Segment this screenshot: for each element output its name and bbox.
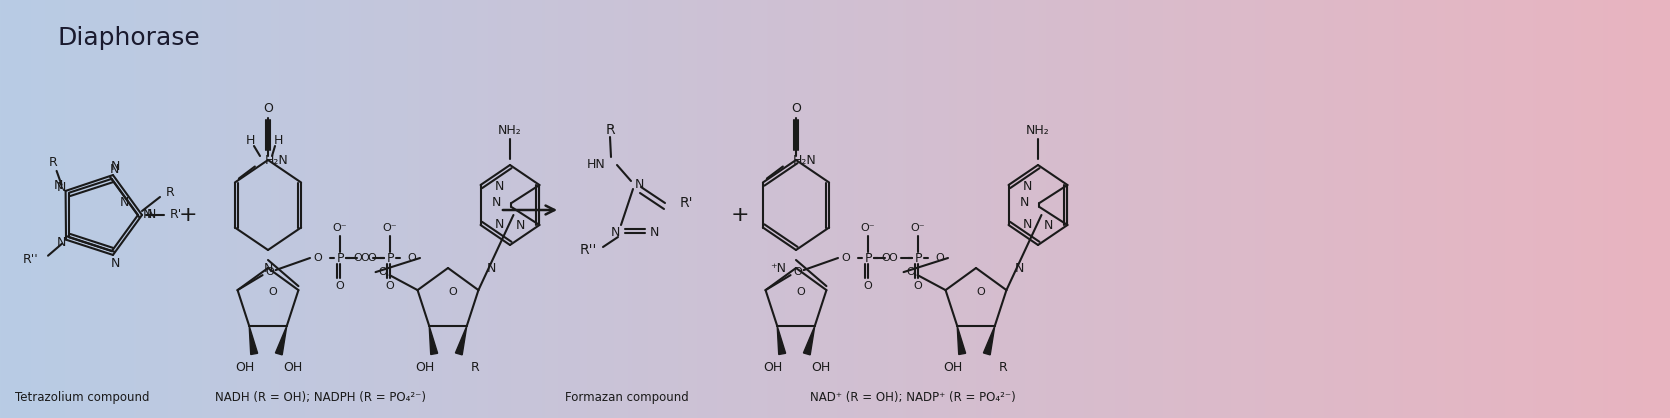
Text: N: N <box>650 227 660 240</box>
Text: OH: OH <box>284 362 302 375</box>
Text: P: P <box>336 252 344 265</box>
Text: N: N <box>144 209 152 222</box>
Polygon shape <box>957 326 965 354</box>
Text: R: R <box>605 123 615 137</box>
Text: R: R <box>48 156 58 169</box>
Text: O: O <box>314 253 322 263</box>
Text: OH: OH <box>812 362 830 375</box>
Text: HN: HN <box>586 158 605 171</box>
Text: O: O <box>793 267 802 277</box>
Text: O: O <box>882 253 890 263</box>
Polygon shape <box>984 326 995 355</box>
Text: H: H <box>245 133 256 146</box>
Text: P: P <box>865 252 872 265</box>
Text: P: P <box>386 252 394 265</box>
Text: N: N <box>1044 219 1054 232</box>
Text: N: N <box>635 178 645 191</box>
Text: +: + <box>731 205 750 225</box>
Text: NH₂: NH₂ <box>498 123 521 137</box>
Text: O: O <box>913 281 922 291</box>
Text: O⁻: O⁻ <box>332 223 347 233</box>
Text: O: O <box>935 253 944 263</box>
Text: N: N <box>1014 262 1024 275</box>
Text: N: N <box>516 219 526 232</box>
Text: N: N <box>1020 196 1029 209</box>
Text: N: N <box>110 163 119 176</box>
Text: O: O <box>264 102 272 115</box>
Text: +: + <box>179 205 197 225</box>
Text: O⁻: O⁻ <box>910 223 925 233</box>
Text: NADH (R = OH); NADPH (R = PO₄²⁻): NADH (R = OH); NADPH (R = PO₄²⁻) <box>215 392 426 405</box>
Polygon shape <box>777 326 785 354</box>
Text: N: N <box>494 219 504 232</box>
Text: NH₂: NH₂ <box>1025 123 1050 137</box>
Text: N: N <box>486 262 496 275</box>
Text: N: N <box>493 196 501 209</box>
Text: N: N <box>57 237 67 250</box>
Text: N: N <box>112 160 120 173</box>
Text: O: O <box>888 253 897 263</box>
Text: O: O <box>266 267 274 277</box>
Text: N: N <box>264 262 272 275</box>
Text: O: O <box>336 281 344 291</box>
Text: O: O <box>367 253 376 263</box>
Text: O: O <box>792 102 802 115</box>
Text: OH: OH <box>416 362 434 375</box>
Text: H₂N: H₂N <box>266 154 289 167</box>
Text: N: N <box>112 257 120 270</box>
Text: OH: OH <box>235 362 256 375</box>
Text: O: O <box>907 267 915 277</box>
Text: R': R' <box>680 196 693 210</box>
Text: O⁻: O⁻ <box>860 223 875 233</box>
Text: O: O <box>863 281 872 291</box>
Text: O: O <box>361 253 369 263</box>
Text: R': R' <box>170 209 182 222</box>
Text: N: N <box>147 209 155 222</box>
Text: O: O <box>797 287 805 297</box>
Text: N: N <box>494 181 504 194</box>
Text: R: R <box>471 362 479 375</box>
Polygon shape <box>456 326 468 355</box>
Text: O: O <box>377 267 387 277</box>
Text: O: O <box>354 253 362 263</box>
Text: Diaphorase: Diaphorase <box>58 26 200 50</box>
Text: O: O <box>407 253 416 263</box>
Text: O: O <box>269 287 277 297</box>
Text: N: N <box>611 227 620 240</box>
Text: R: R <box>165 186 175 199</box>
Text: R: R <box>999 362 1007 375</box>
Text: H: H <box>274 133 282 146</box>
Text: O: O <box>842 253 850 263</box>
Text: OH: OH <box>763 362 783 375</box>
Text: P: P <box>913 252 922 265</box>
Text: R'': R'' <box>579 243 596 257</box>
Polygon shape <box>429 326 438 354</box>
Text: Tetrazolium compound: Tetrazolium compound <box>15 392 150 405</box>
Polygon shape <box>276 326 287 355</box>
Text: N: N <box>53 179 63 192</box>
Polygon shape <box>249 326 257 354</box>
Text: Formazan compound: Formazan compound <box>564 392 688 405</box>
Text: ⁺N: ⁺N <box>770 262 787 275</box>
Text: O⁻: O⁻ <box>382 223 397 233</box>
Text: NAD⁺ (R = OH); NADP⁺ (R = PO₄²⁻): NAD⁺ (R = OH); NADP⁺ (R = PO₄²⁻) <box>810 392 1015 405</box>
Text: O: O <box>977 287 985 297</box>
Text: N: N <box>1022 181 1032 194</box>
Text: O: O <box>386 281 394 291</box>
Text: H₂N: H₂N <box>793 154 817 167</box>
Text: OH: OH <box>944 362 964 375</box>
Text: N: N <box>1022 219 1032 232</box>
Text: O: O <box>449 287 458 297</box>
Text: N: N <box>119 196 129 209</box>
Text: N: N <box>57 181 67 194</box>
Polygon shape <box>803 326 815 355</box>
Text: R'': R'' <box>22 253 38 266</box>
